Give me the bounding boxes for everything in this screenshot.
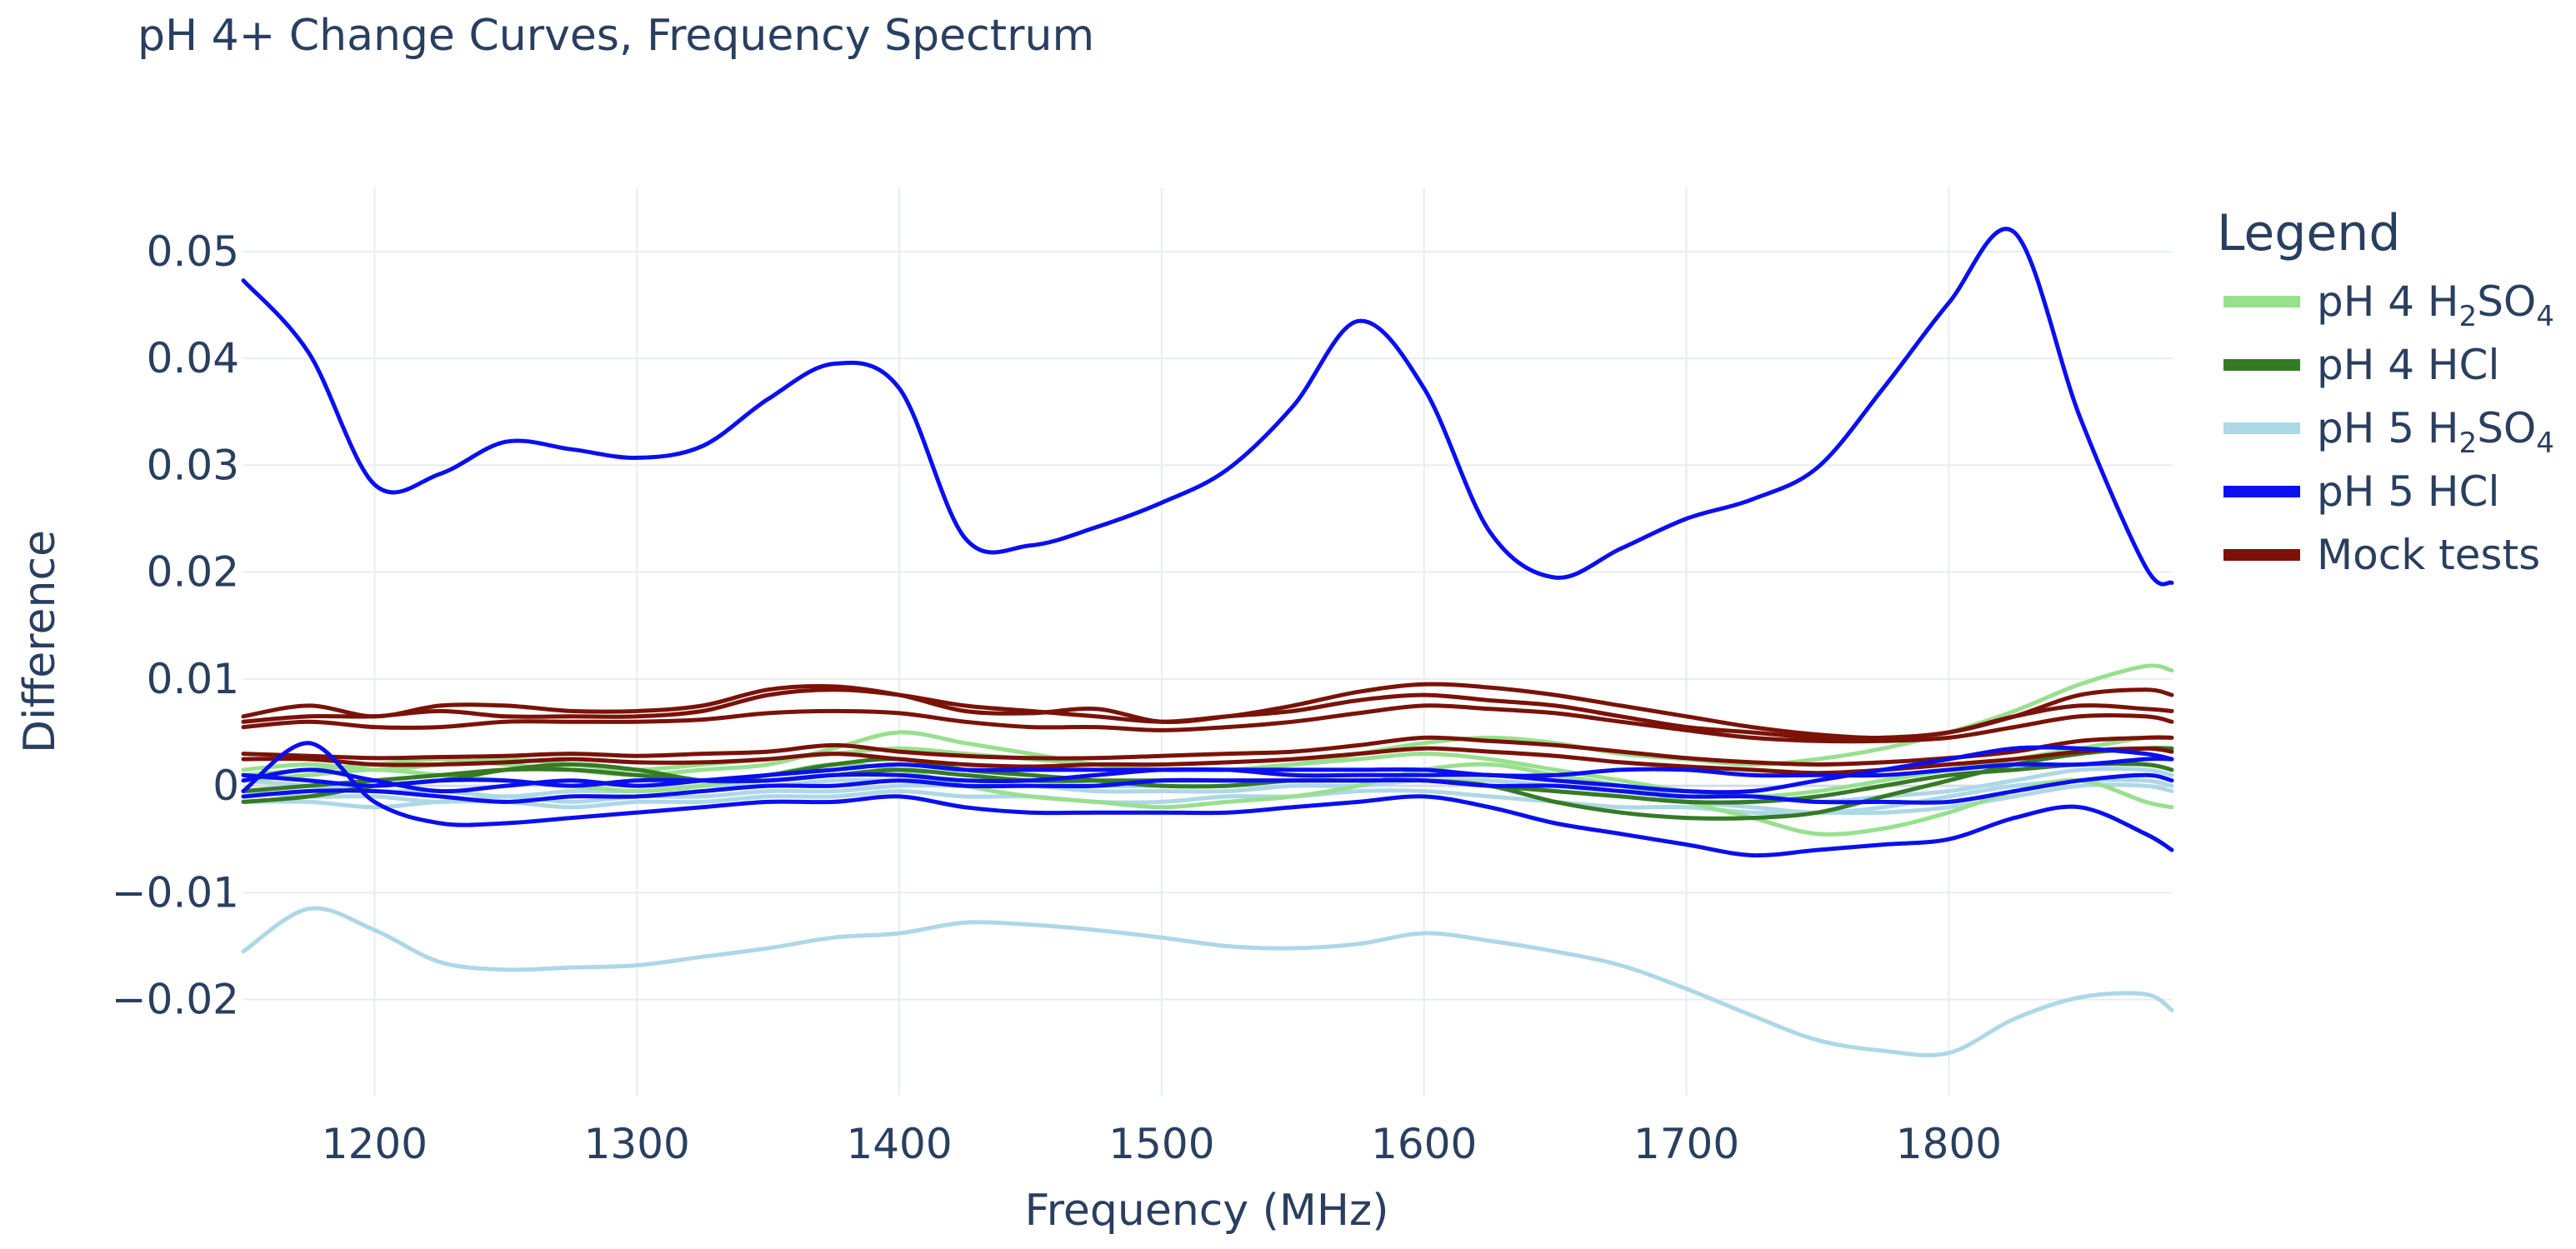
y-tick-label: 0.04 (147, 334, 239, 382)
chart-title: pH 4+ Change Curves, Frequency Spectrum (138, 11, 1094, 61)
legend-label-h2so4_5: pH 5 H2SO4 (2317, 404, 2554, 460)
y-tick-label: −0.02 (112, 976, 239, 1024)
gridlines (243, 187, 2172, 1096)
y-tick-label: 0.01 (147, 655, 239, 703)
y-axis-ticks: −0.02 −0.01 0 0.01 0.02 0.03 0.04 0.05 (112, 227, 239, 1024)
series-line-h2so4_5 (241, 782, 2174, 816)
y-tick-label: 0 (213, 762, 239, 810)
x-tick-label: 1400 (846, 1120, 952, 1168)
series-line-hcl_5 (241, 741, 2174, 858)
series-line-hcl_4 (241, 757, 2174, 805)
plot-area (241, 187, 2174, 1096)
series-line-hcl_5 (241, 227, 2174, 587)
legend-label-mock: Mock tests (2317, 531, 2540, 579)
x-tick-label: 1700 (1633, 1120, 1739, 1168)
series-lines (241, 227, 2174, 1057)
x-tick-label: 1600 (1371, 1120, 1477, 1168)
series-line-h2so4_5 (241, 777, 2174, 815)
x-axis-ticks: 1200 1300 1400 1500 1600 1700 1800 (322, 1120, 2002, 1168)
legend-label-hcl_4: pH 4 HCl (2317, 341, 2499, 389)
x-tick-label: 1300 (584, 1120, 690, 1168)
series-line-mock (241, 687, 2174, 741)
y-tick-label: 0.03 (147, 441, 239, 489)
series-line-hcl_5 (241, 757, 2174, 788)
legend-label-hcl_5: pH 5 HCl (2317, 467, 2499, 516)
x-tick-label: 1200 (322, 1120, 428, 1168)
y-tick-label: −0.01 (112, 868, 239, 917)
series-line-h2so4_5 (241, 906, 2174, 1057)
legend: Legend pH 4 H2SO4 pH 4 HCl pH 5 H2SO4 pH 5 … (2217, 204, 2554, 579)
series-line-mock (241, 682, 2174, 740)
legend-items: pH 4 H2SO4 pH 4 HCl pH 5 H2SO4 pH 5 HCl Mock… (2223, 277, 2554, 579)
series-line-hcl_5 (241, 772, 2174, 805)
legend-label-h2so4_4: pH 4 H2SO4 (2317, 277, 2554, 333)
y-tick-label: 0.05 (147, 227, 239, 276)
x-tick-label: 1500 (1108, 1120, 1214, 1168)
legend-title: Legend (2217, 204, 2400, 262)
series-line-mock (241, 735, 2174, 767)
y-tick-label: 0.02 (147, 548, 239, 597)
series-line-mock (241, 703, 2174, 744)
x-tick-label: 1800 (1896, 1120, 2002, 1168)
y-axis-title: Difference (15, 530, 65, 753)
x-axis-title: Frequency (MHz) (1025, 1186, 1389, 1236)
